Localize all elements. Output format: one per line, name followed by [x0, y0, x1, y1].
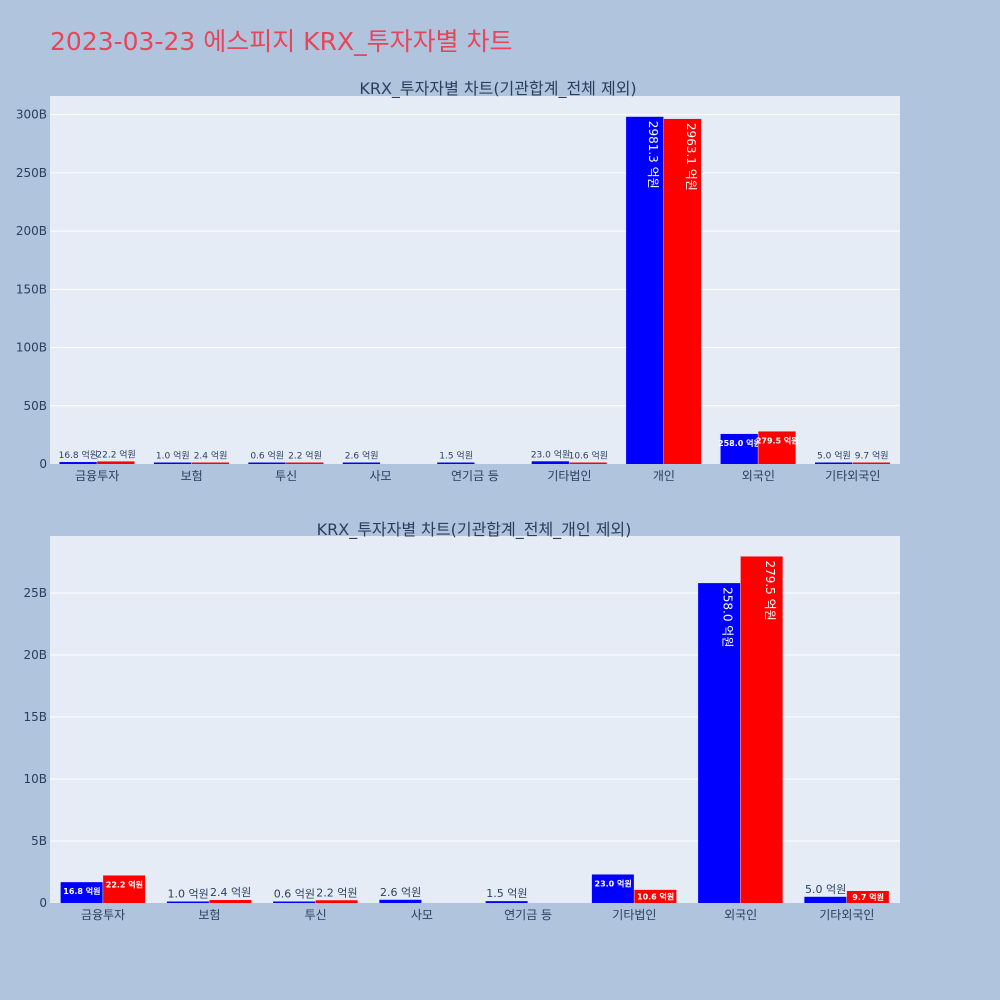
bar: [591, 874, 634, 903]
chart-bottom: 0 5B 10B 15B 20B 25B KRX_투자자별 차트(기관합계_전체_개인 제외…: [23, 520, 900, 922]
x-tick-label: 투신: [275, 469, 297, 483]
bar: [698, 583, 741, 903]
y-tick-label: 100B: [16, 341, 47, 355]
bar: [103, 875, 146, 903]
data-label: 5.0 억원: [805, 883, 846, 896]
data-label: 0.6 억원: [250, 450, 284, 462]
bar: [437, 462, 475, 464]
data-label: 1.0 억원: [156, 450, 190, 462]
bar: [379, 899, 422, 903]
data-label: 0.6 억원: [274, 888, 315, 901]
y-tick-label: 5B: [31, 834, 47, 848]
data-label: 9.7 억원: [855, 450, 889, 462]
data-label: 1.0 억원: [168, 888, 209, 901]
x-tick-label: 기타법인: [612, 908, 656, 922]
x-tick-label: 보험: [198, 908, 220, 922]
x-tick-label: 사모: [370, 469, 392, 483]
chart-title: KRX_투자자별 차트(기관합계_전체 제외): [359, 79, 636, 99]
x-tick-label: 기타법인: [547, 469, 591, 483]
data-label: 279.5 억원: [763, 560, 777, 620]
x-tick-label: 연기금 등: [504, 908, 552, 922]
data-label: 279.5 억원: [756, 435, 799, 445]
y-tick-label: 25B: [23, 586, 47, 600]
chart-top: 0 50B 100B 150B 200B 250B 300B KRX_투자자별 차트(기관합계…: [16, 79, 900, 483]
x-tick-label: 기타외국인: [825, 469, 880, 483]
data-label: 1.5 억원: [439, 450, 473, 462]
bar: [97, 461, 135, 464]
bar: [740, 556, 783, 903]
data-label: 2.2 억원: [288, 450, 322, 462]
data-label: 9.7 억원: [852, 892, 884, 902]
bar: [153, 462, 192, 464]
data-label: 2.2 억원: [316, 886, 357, 899]
data-label: 258.0 억원: [720, 587, 734, 647]
y-tick-label: 0: [39, 896, 47, 910]
y-tick-label: 10B: [23, 772, 47, 786]
plot-area: [50, 96, 900, 464]
bar: [804, 896, 847, 903]
bar: [758, 431, 796, 464]
x-tick-label: 사모: [411, 908, 433, 922]
x-tick-label: 금융투자: [75, 469, 119, 483]
data-label: 2963.1 억원: [684, 123, 698, 191]
data-label: 23.0 억원: [595, 878, 632, 888]
y-tick-label: 250B: [16, 166, 47, 180]
x-tick-label: 금융투자: [81, 908, 125, 922]
chart-title: KRX_투자자별 차트(기관합계_전체_개인 제외): [317, 520, 632, 540]
data-label: 1.5 억원: [486, 887, 527, 900]
bar: [248, 462, 286, 464]
bar: [191, 462, 229, 464]
data-label: 258.0 억원: [718, 438, 761, 448]
y-tick-label: 15B: [23, 710, 47, 724]
bar: [342, 462, 381, 464]
x-tick-label: 보험: [181, 469, 203, 483]
bar: [663, 118, 702, 465]
bar: [286, 462, 324, 464]
y-tick-label: 150B: [16, 282, 47, 296]
data-label: 22.2 억원: [96, 448, 135, 460]
data-label: 10.6 억원: [637, 891, 674, 901]
data-label: 16.8 억원: [59, 449, 98, 461]
bar: [531, 461, 569, 464]
bar: [569, 462, 607, 464]
bar: [273, 901, 316, 903]
x-tick-label: 투신: [305, 908, 327, 922]
data-label: 23.0 억원: [531, 448, 570, 460]
x-tick-label: 외국인: [724, 908, 757, 922]
data-label: 2.6 억원: [345, 450, 379, 462]
bar: [815, 462, 853, 464]
data-label: 22.2 억원: [106, 879, 143, 889]
bar: [634, 889, 677, 903]
bar: [59, 462, 97, 464]
y-tick-label: 300B: [16, 108, 47, 122]
data-label: 2.4 억원: [210, 886, 251, 899]
bar: [720, 433, 758, 464]
bar: [846, 890, 889, 903]
data-label: 16.8 억원: [63, 886, 100, 896]
y-tick-label: 200B: [16, 224, 47, 238]
bar: [315, 900, 358, 903]
data-label: 2981.3 억원: [646, 121, 660, 189]
y-tick-label: 20B: [23, 648, 47, 662]
bar: [852, 462, 891, 464]
data-label: 2.6 억원: [380, 886, 421, 899]
bar: [60, 882, 103, 903]
x-tick-label: 개인: [653, 469, 675, 483]
y-tick-label: 0: [39, 457, 47, 471]
data-label: 2.4 억원: [194, 450, 228, 462]
x-tick-label: 기타외국인: [819, 908, 874, 922]
bar: [626, 116, 664, 464]
y-tick-label: 50B: [23, 399, 47, 413]
page-title: 2023-03-23 에스피지 KRX_투자자별 차트: [50, 27, 513, 56]
bar: [166, 901, 209, 903]
data-label: 5.0 억원: [817, 450, 851, 462]
bar: [209, 900, 252, 903]
x-tick-label: 외국인: [742, 469, 775, 483]
bar: [485, 901, 528, 903]
x-tick-label: 연기금 등: [451, 469, 499, 483]
data-label: 10.6 억원: [569, 450, 608, 462]
